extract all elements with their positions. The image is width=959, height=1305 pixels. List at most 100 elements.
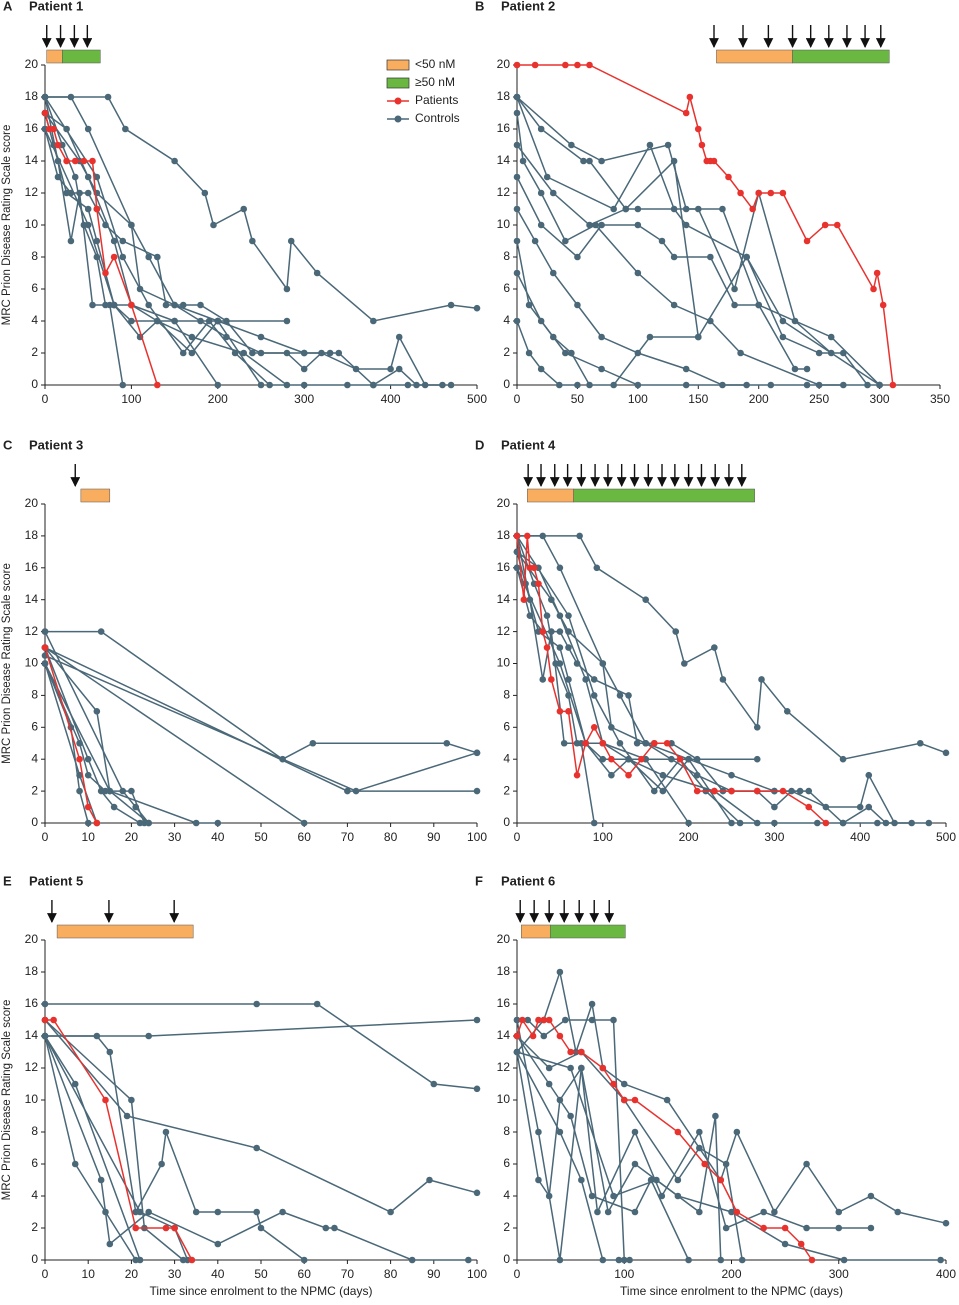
series-line — [516, 144, 880, 386]
data-point — [625, 692, 632, 699]
data-point — [599, 1256, 607, 1264]
panel-letter: A — [3, 0, 13, 13]
series-line — [44, 663, 218, 824]
data-point — [279, 1208, 286, 1216]
data-point — [145, 1032, 152, 1040]
x-tick-label: 300 — [294, 392, 314, 406]
data-point — [791, 365, 799, 373]
data-point — [839, 819, 847, 827]
data-point — [54, 141, 62, 149]
series-line — [44, 647, 98, 824]
data-point — [526, 612, 534, 619]
data-point — [728, 1208, 735, 1216]
data-point — [132, 1224, 140, 1232]
data-point — [663, 739, 671, 747]
data-point — [128, 301, 135, 309]
data-point — [701, 1160, 708, 1168]
data-point — [767, 189, 775, 197]
data-point — [594, 1208, 601, 1216]
y-tick-label: 2 — [503, 1220, 510, 1234]
data-point — [84, 205, 92, 213]
data-point — [223, 317, 230, 325]
data-point — [822, 803, 830, 811]
data-point — [257, 381, 265, 389]
data-point — [598, 333, 605, 341]
data-point — [578, 1176, 585, 1184]
legend-label: Controls — [415, 111, 460, 125]
data-point — [681, 660, 688, 667]
data-point — [132, 803, 140, 811]
y-tick-label: 16 — [25, 560, 39, 574]
data-point — [867, 1224, 875, 1232]
data-point — [408, 1256, 416, 1264]
data-point — [93, 205, 101, 213]
data-point — [556, 1256, 564, 1264]
x-tick-label: 90 — [427, 1267, 441, 1281]
data-point — [214, 1208, 222, 1216]
data-point — [840, 381, 847, 389]
data-point — [89, 157, 96, 165]
data-point — [93, 708, 101, 715]
data-point — [145, 819, 152, 827]
data-point — [625, 771, 632, 779]
data-point — [145, 1208, 152, 1216]
y-axis-label: MRC Prion Disease Rating Scale score — [1, 125, 13, 326]
data-point — [556, 1128, 564, 1136]
data-point — [876, 381, 883, 389]
data-point — [50, 1016, 57, 1024]
x-tick-label: 0 — [514, 1267, 521, 1281]
data-point — [214, 381, 222, 389]
data-point — [634, 381, 642, 389]
x-tick-label: 100 — [614, 1267, 634, 1281]
data-point — [84, 173, 92, 181]
data-point — [426, 1176, 433, 1184]
data-point — [122, 125, 129, 133]
data-point — [93, 173, 101, 181]
data-point — [562, 61, 569, 69]
x-tick-label: 400 — [381, 392, 401, 406]
data-point — [539, 532, 547, 540]
data-point — [737, 189, 744, 197]
x-tick-label: 0 — [42, 392, 49, 406]
data-point — [473, 1085, 481, 1093]
y-tick-label: 14 — [497, 1028, 511, 1042]
x-tick-label: 80 — [384, 830, 398, 844]
data-point — [560, 739, 568, 747]
series-line — [516, 272, 747, 386]
data-point — [574, 381, 581, 389]
data-point — [698, 141, 706, 149]
data-point — [41, 109, 49, 117]
data-point — [711, 644, 718, 651]
data-point — [171, 317, 178, 325]
y-tick-label: 20 — [497, 496, 511, 510]
data-point — [93, 1032, 101, 1040]
data-point — [106, 1048, 114, 1056]
data-point — [158, 1160, 165, 1168]
legend-swatch — [394, 115, 402, 123]
data-point — [814, 819, 821, 827]
data-point — [535, 1016, 542, 1024]
data-point — [696, 1208, 703, 1216]
data-point — [578, 1048, 585, 1056]
y-tick-label: 18 — [497, 964, 511, 978]
data-point — [779, 787, 787, 795]
y-tick-label: 20 — [25, 932, 39, 946]
data-point — [783, 708, 791, 715]
data-point — [616, 692, 624, 699]
y-tick-label: 14 — [497, 153, 511, 167]
data-point — [803, 1160, 810, 1168]
data-point — [41, 644, 49, 651]
series-line — [44, 663, 89, 824]
data-point — [525, 349, 533, 357]
x-tick-label: 40 — [211, 1267, 225, 1281]
panel-letter: D — [475, 437, 484, 452]
data-point — [856, 803, 864, 811]
series-line — [44, 631, 150, 824]
data-point — [197, 301, 204, 309]
data-point — [682, 205, 690, 213]
series-line — [45, 96, 478, 322]
x-tick-label: 400 — [936, 1267, 956, 1281]
data-point — [192, 819, 200, 827]
data-point — [760, 1224, 767, 1232]
series-line — [45, 1019, 193, 1261]
